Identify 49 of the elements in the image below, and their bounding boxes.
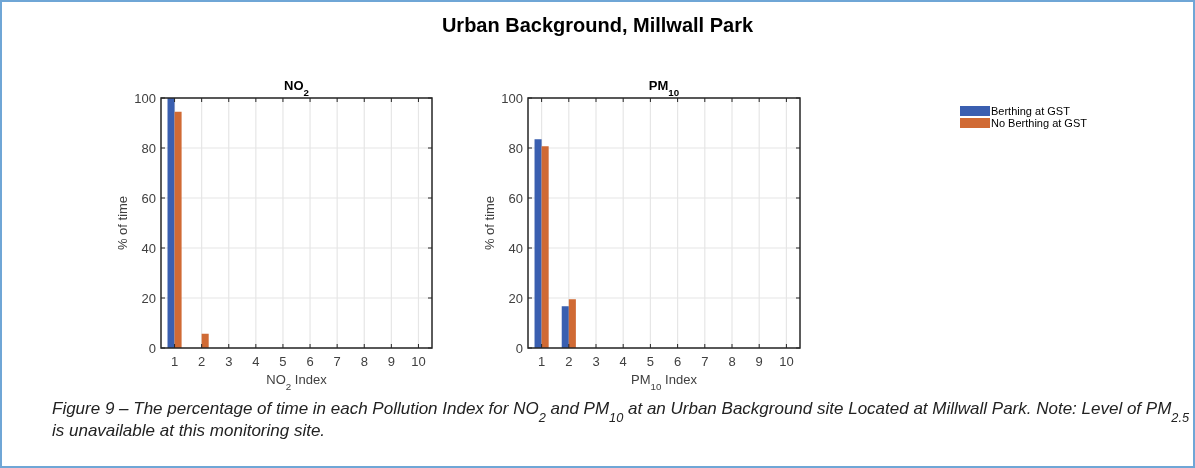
y-tick-label: 80: [508, 140, 523, 156]
y-axis-title: % of time: [482, 195, 497, 251]
y-tick-label: 20: [508, 290, 523, 306]
x-tick-label: 3: [225, 354, 233, 369]
x-tick-label: 5: [279, 354, 287, 369]
x-tick-label: 9: [387, 354, 395, 369]
bar: [167, 98, 175, 348]
x-tick-label: 4: [252, 354, 260, 369]
x-tick-label: 5: [646, 354, 655, 369]
bar: [201, 333, 209, 348]
legend-label: No Berthing at GST: [991, 117, 1088, 129]
x-tick-label: 6: [673, 354, 682, 369]
x-tick-label: 6: [306, 354, 314, 369]
x-tick-label: 8: [728, 354, 736, 369]
legend-label: Berthing at GST: [991, 105, 1071, 117]
x-axis-title: PM$_{10}$ Index: [631, 372, 698, 392]
y-tick-label: 20: [141, 290, 156, 306]
x-tick-label: 9: [755, 354, 763, 369]
x-tick-label: 4: [619, 354, 627, 369]
x-tick-label: 8: [360, 354, 368, 369]
x-tick-label: 10: [779, 354, 794, 369]
y-tick-label: 0: [148, 340, 156, 356]
x-tick-label: 1: [170, 354, 179, 369]
text: Urban Background, Millwall Park: [441, 14, 754, 36]
y-tick-label: 100: [134, 90, 156, 106]
x-tick-label: 7: [701, 354, 709, 369]
y-tick-label: 0: [515, 340, 523, 356]
y-tick-label: 40: [508, 240, 523, 256]
text: Figure 9 – The percentage of time in each Pollution Index for NO$_{2}$ and PM$_{10}$ at an Urban Background site Located at Millwall Park. Note: Level of PM$_{2.5}$ is unavailable at this monitoring site.: [52, 399, 1190, 440]
x-tick-label: 2: [565, 354, 573, 369]
bar: [534, 139, 542, 348]
x-tick-label: 3: [592, 354, 600, 369]
y-tick-label: 100: [501, 90, 523, 106]
bar: [561, 306, 569, 348]
y-axis-title: % of time: [115, 195, 130, 251]
y-tick-label: 80: [141, 140, 156, 156]
x-tick-label: 2: [198, 354, 206, 369]
x-tick-label: 7: [333, 354, 341, 369]
chart-title: PM$_{10}$: [648, 78, 680, 98]
bar: [541, 146, 549, 348]
x-tick-label: 1: [537, 354, 546, 369]
y-tick-label: 40: [141, 240, 156, 256]
x-tick-label: 10: [411, 354, 426, 369]
y-tick-label: 60: [508, 190, 523, 206]
bar: [568, 299, 576, 348]
bar: [174, 111, 182, 348]
y-tick-label: 60: [141, 190, 156, 206]
x-axis-title: NO$_{2}$ Index: [266, 372, 328, 392]
chart-title: NO$_{2}$: [284, 78, 310, 98]
